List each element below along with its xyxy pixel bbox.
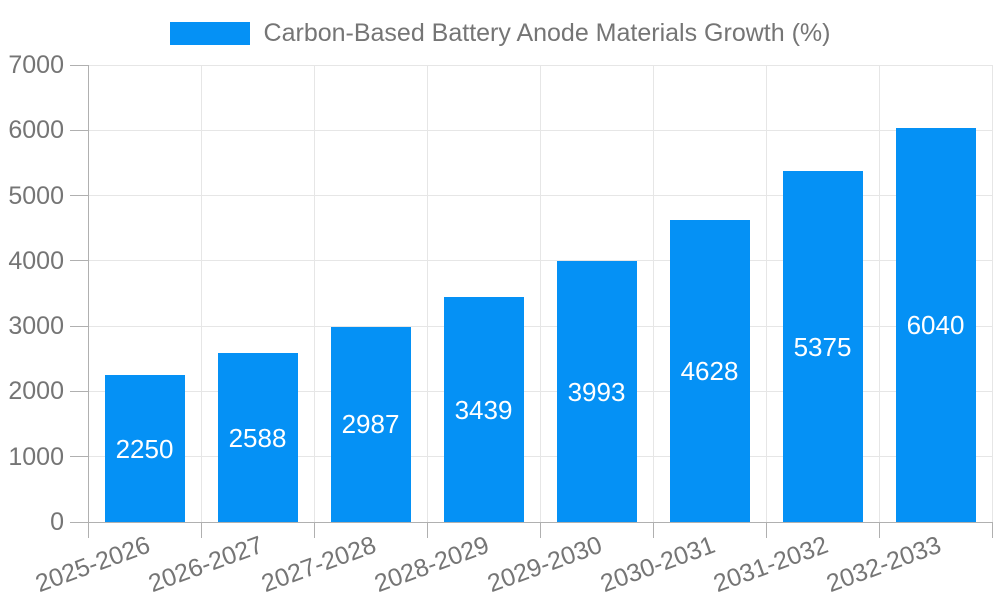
bar-value-label: 5375: [793, 331, 852, 362]
gridline-vertical: [765, 65, 767, 522]
y-axis-tick: [70, 129, 88, 131]
bar-value-label: 2588: [228, 422, 287, 453]
y-axis-tick: [70, 325, 88, 327]
y-axis-tick: [70, 64, 88, 66]
bar[interactable]: [556, 261, 637, 522]
x-axis-tick: [991, 522, 993, 538]
legend[interactable]: Carbon-Based Battery Anode Materials Gro…: [0, 18, 1000, 48]
y-tick-label: 0: [50, 508, 64, 536]
x-axis-tick: [426, 522, 428, 538]
x-axis-tick: [313, 522, 315, 538]
x-axis-tick: [87, 522, 89, 538]
bar[interactable]: [443, 297, 524, 522]
bar-value-label: 3993: [567, 376, 626, 407]
y-axis-tick: [70, 521, 88, 523]
bar[interactable]: [895, 127, 976, 522]
bar[interactable]: [330, 326, 411, 522]
gridline-vertical: [539, 65, 541, 522]
gridline-vertical: [878, 65, 880, 522]
bar-value-label: 2250: [115, 433, 174, 464]
bar[interactable]: [104, 375, 185, 522]
bar[interactable]: [217, 353, 298, 522]
y-tick-label: 7000: [8, 51, 64, 79]
x-axis-tick: [200, 522, 202, 538]
y-tick-label: 4000: [8, 246, 64, 275]
gridline-vertical: [313, 65, 315, 522]
y-tick-label: 5000: [8, 181, 64, 210]
bar-value-label: 2987: [341, 409, 400, 440]
x-axis-tick: [765, 522, 767, 538]
y-axis-tick: [70, 390, 88, 392]
legend-swatch: [169, 21, 250, 45]
x-axis-tick: [652, 522, 654, 538]
bar-value-label: 6040: [906, 309, 965, 340]
gridline-vertical: [652, 65, 654, 522]
bar[interactable]: [782, 171, 863, 522]
y-tick-label: 3000: [8, 312, 64, 341]
y-axis-line: [87, 65, 89, 538]
y-axis-tick: [70, 195, 88, 197]
y-axis-tick: [70, 456, 88, 458]
y-tick-label: 6000: [8, 116, 64, 145]
bar-value-label: 3439: [454, 394, 513, 425]
x-axis-tick: [878, 522, 880, 538]
y-tick-label: 2000: [8, 377, 64, 406]
legend-label: Carbon-Based Battery Anode Materials Gro…: [263, 19, 831, 47]
gridline-vertical: [991, 65, 993, 522]
bar-value-label: 4628: [680, 355, 739, 386]
y-axis-tick: [70, 260, 88, 262]
gridline-vertical: [200, 65, 202, 522]
gridline-vertical: [426, 65, 428, 522]
y-tick-label: 1000: [8, 442, 64, 471]
x-axis-tick: [539, 522, 541, 538]
bar[interactable]: [669, 219, 750, 522]
